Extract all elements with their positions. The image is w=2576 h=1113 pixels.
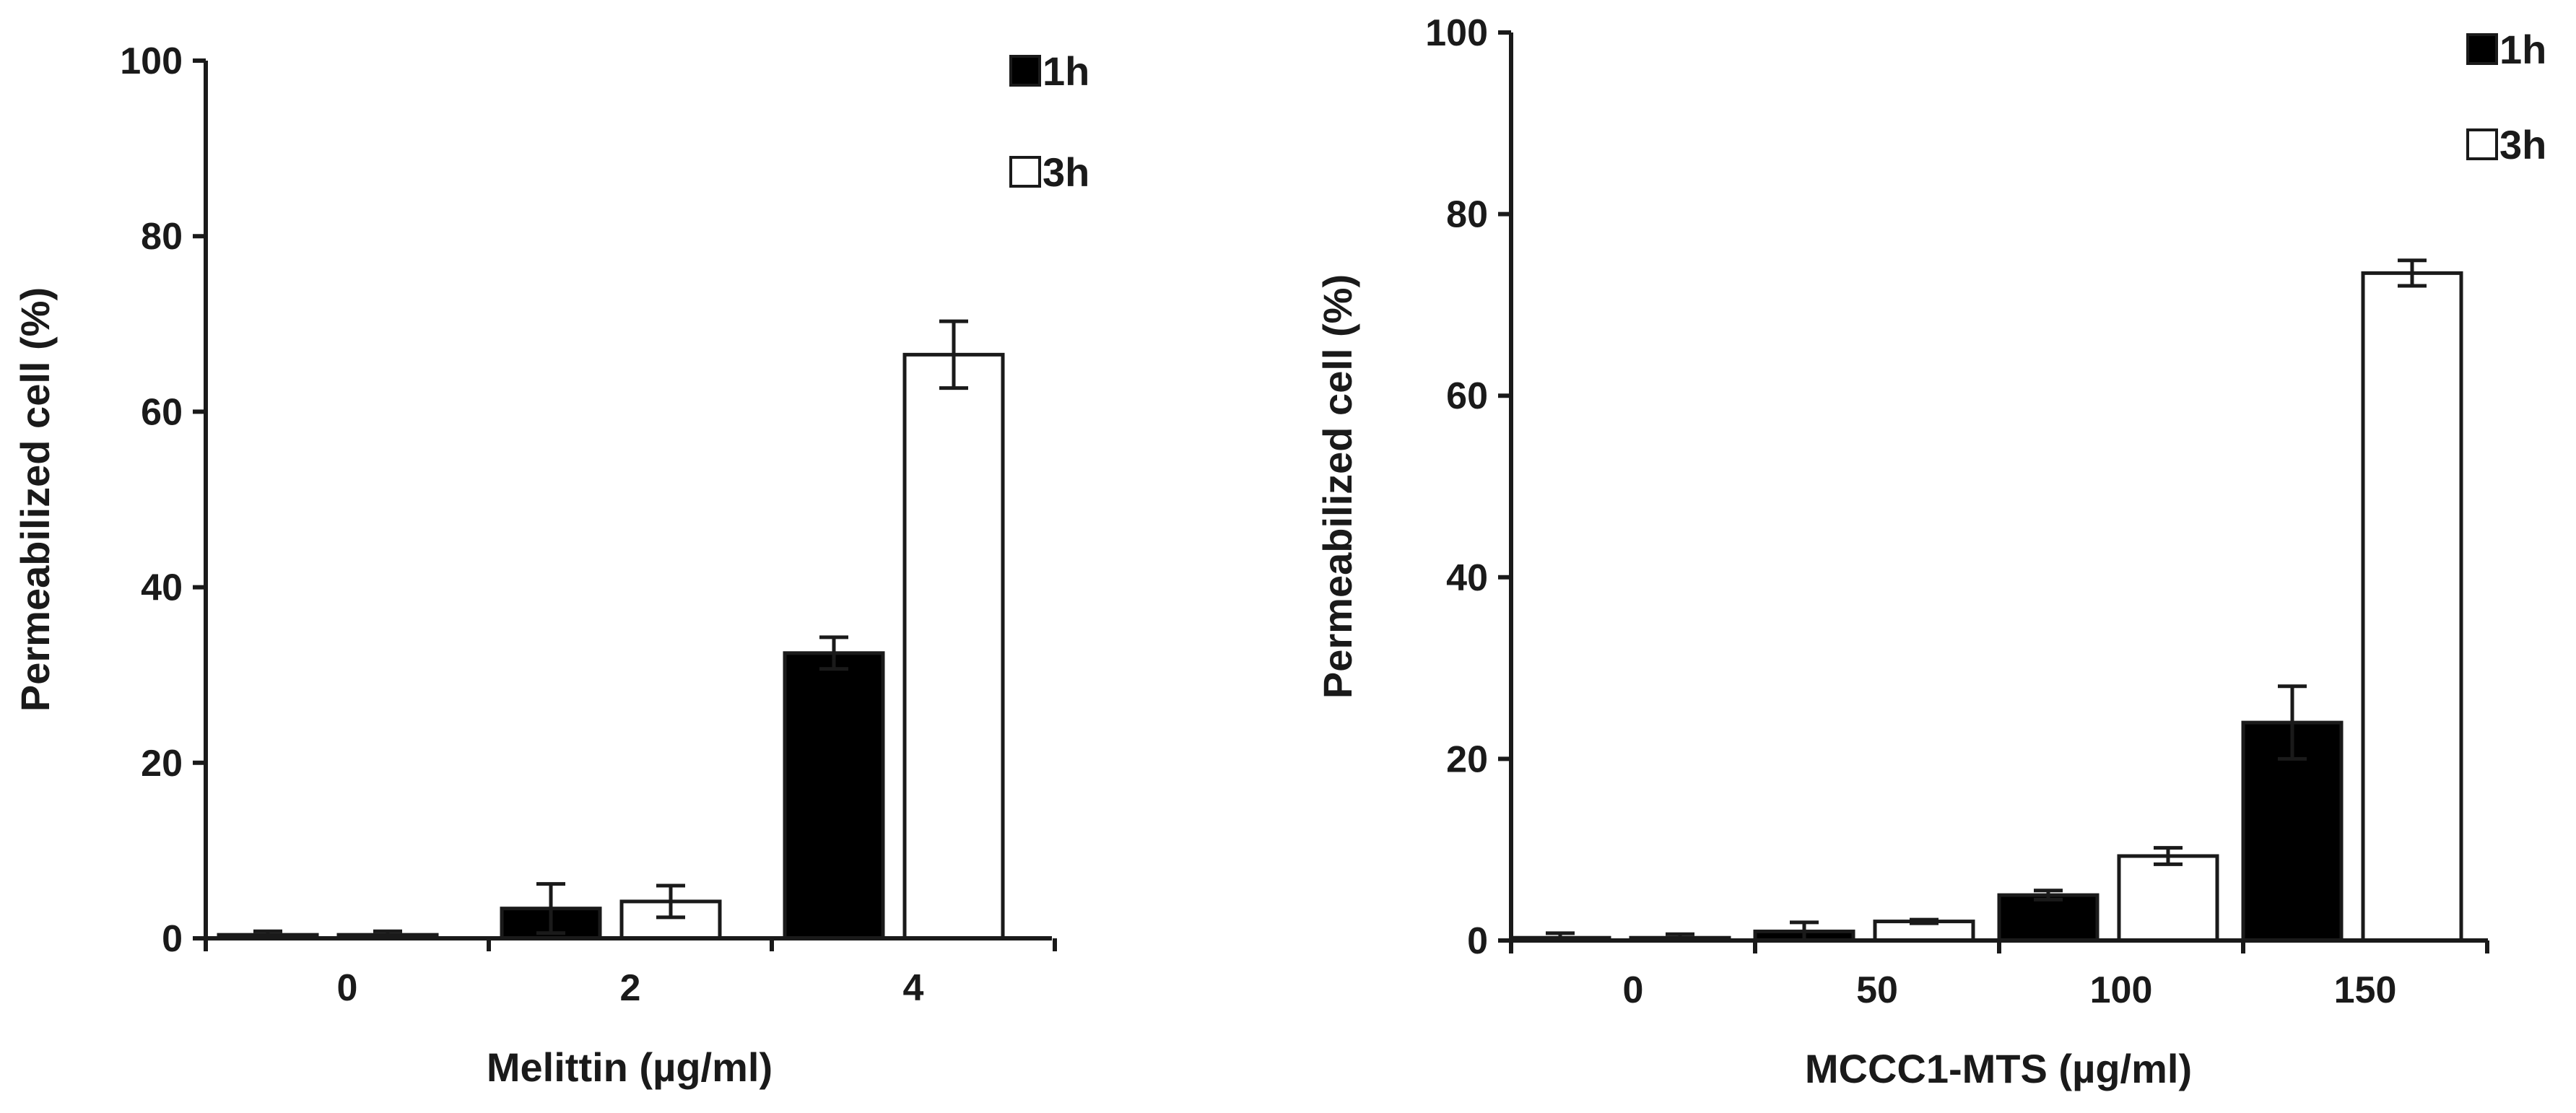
x-tick-label: 2 [620,967,641,1009]
x-tick-label: 150 [2334,969,2397,1011]
y-axis-ticks: 0 20 40 60 80 100 [120,40,206,960]
legend-swatch-1h [1009,55,1041,87]
legend-label-3h: 3h [2499,122,2546,167]
legend-label-1h: 1h [2499,27,2546,72]
bar-1h-100 [1997,893,2099,943]
bar-3h-100 [2117,854,2219,943]
legend-swatch-3h [2466,128,2498,160]
y-axis-ticks: 0 20 40 60 80 100 [1425,12,1511,962]
x-axis-ticks: 0 50 100 150 [1509,940,2489,1011]
bar-1h-4 [783,651,885,940]
plot-area [217,319,1005,940]
y-tick-label: 0 [1467,920,1488,962]
x-axis-title: Melittin (µg/ml) [487,1044,773,1090]
y-tick-label: 40 [1446,557,1488,599]
x-tick-label: 0 [337,967,358,1009]
x-tick-label: 50 [1856,969,1898,1011]
x-tick-label: 0 [1623,969,1644,1011]
legend: 1h 3h [1009,48,1089,195]
y-tick-label: 100 [1425,12,1488,54]
chart-panel-mccc1-mts: 0 20 40 60 80 100 0 50 100 150 Permeabilized cel… [1315,12,2546,1091]
y-tick-label: 40 [141,567,183,609]
legend: 1h 3h [2466,27,2546,167]
y-tick-label: 80 [1446,194,1488,236]
legend-label-3h: 3h [1043,149,1089,195]
legend-label-1h: 1h [1043,48,1089,94]
y-tick-label: 20 [141,743,183,785]
y-axis-title: Permeabilized cell (%) [12,287,58,712]
x-axis-title: MCCC1-MTS (µg/ml) [1805,1046,2192,1091]
legend-swatch-1h [2466,33,2498,65]
x-tick-label: 100 [2090,969,2153,1011]
y-tick-label: 20 [1446,738,1488,780]
y-tick-label: 0 [162,918,183,960]
y-axis-title: Permeabilized cell (%) [1315,274,1360,699]
bar-3h-4 [902,352,1005,940]
y-tick-label: 100 [120,40,183,82]
y-tick-label: 60 [1446,375,1488,417]
y-tick-label: 60 [141,391,183,433]
legend-swatch-3h [1009,156,1041,188]
plot-area [1509,258,2463,943]
x-axis-ticks: 0 2 4 [204,938,1057,1009]
y-tick-label: 80 [141,216,183,258]
x-tick-label: 4 [903,967,924,1009]
bar-3h-150 [2361,271,2463,943]
